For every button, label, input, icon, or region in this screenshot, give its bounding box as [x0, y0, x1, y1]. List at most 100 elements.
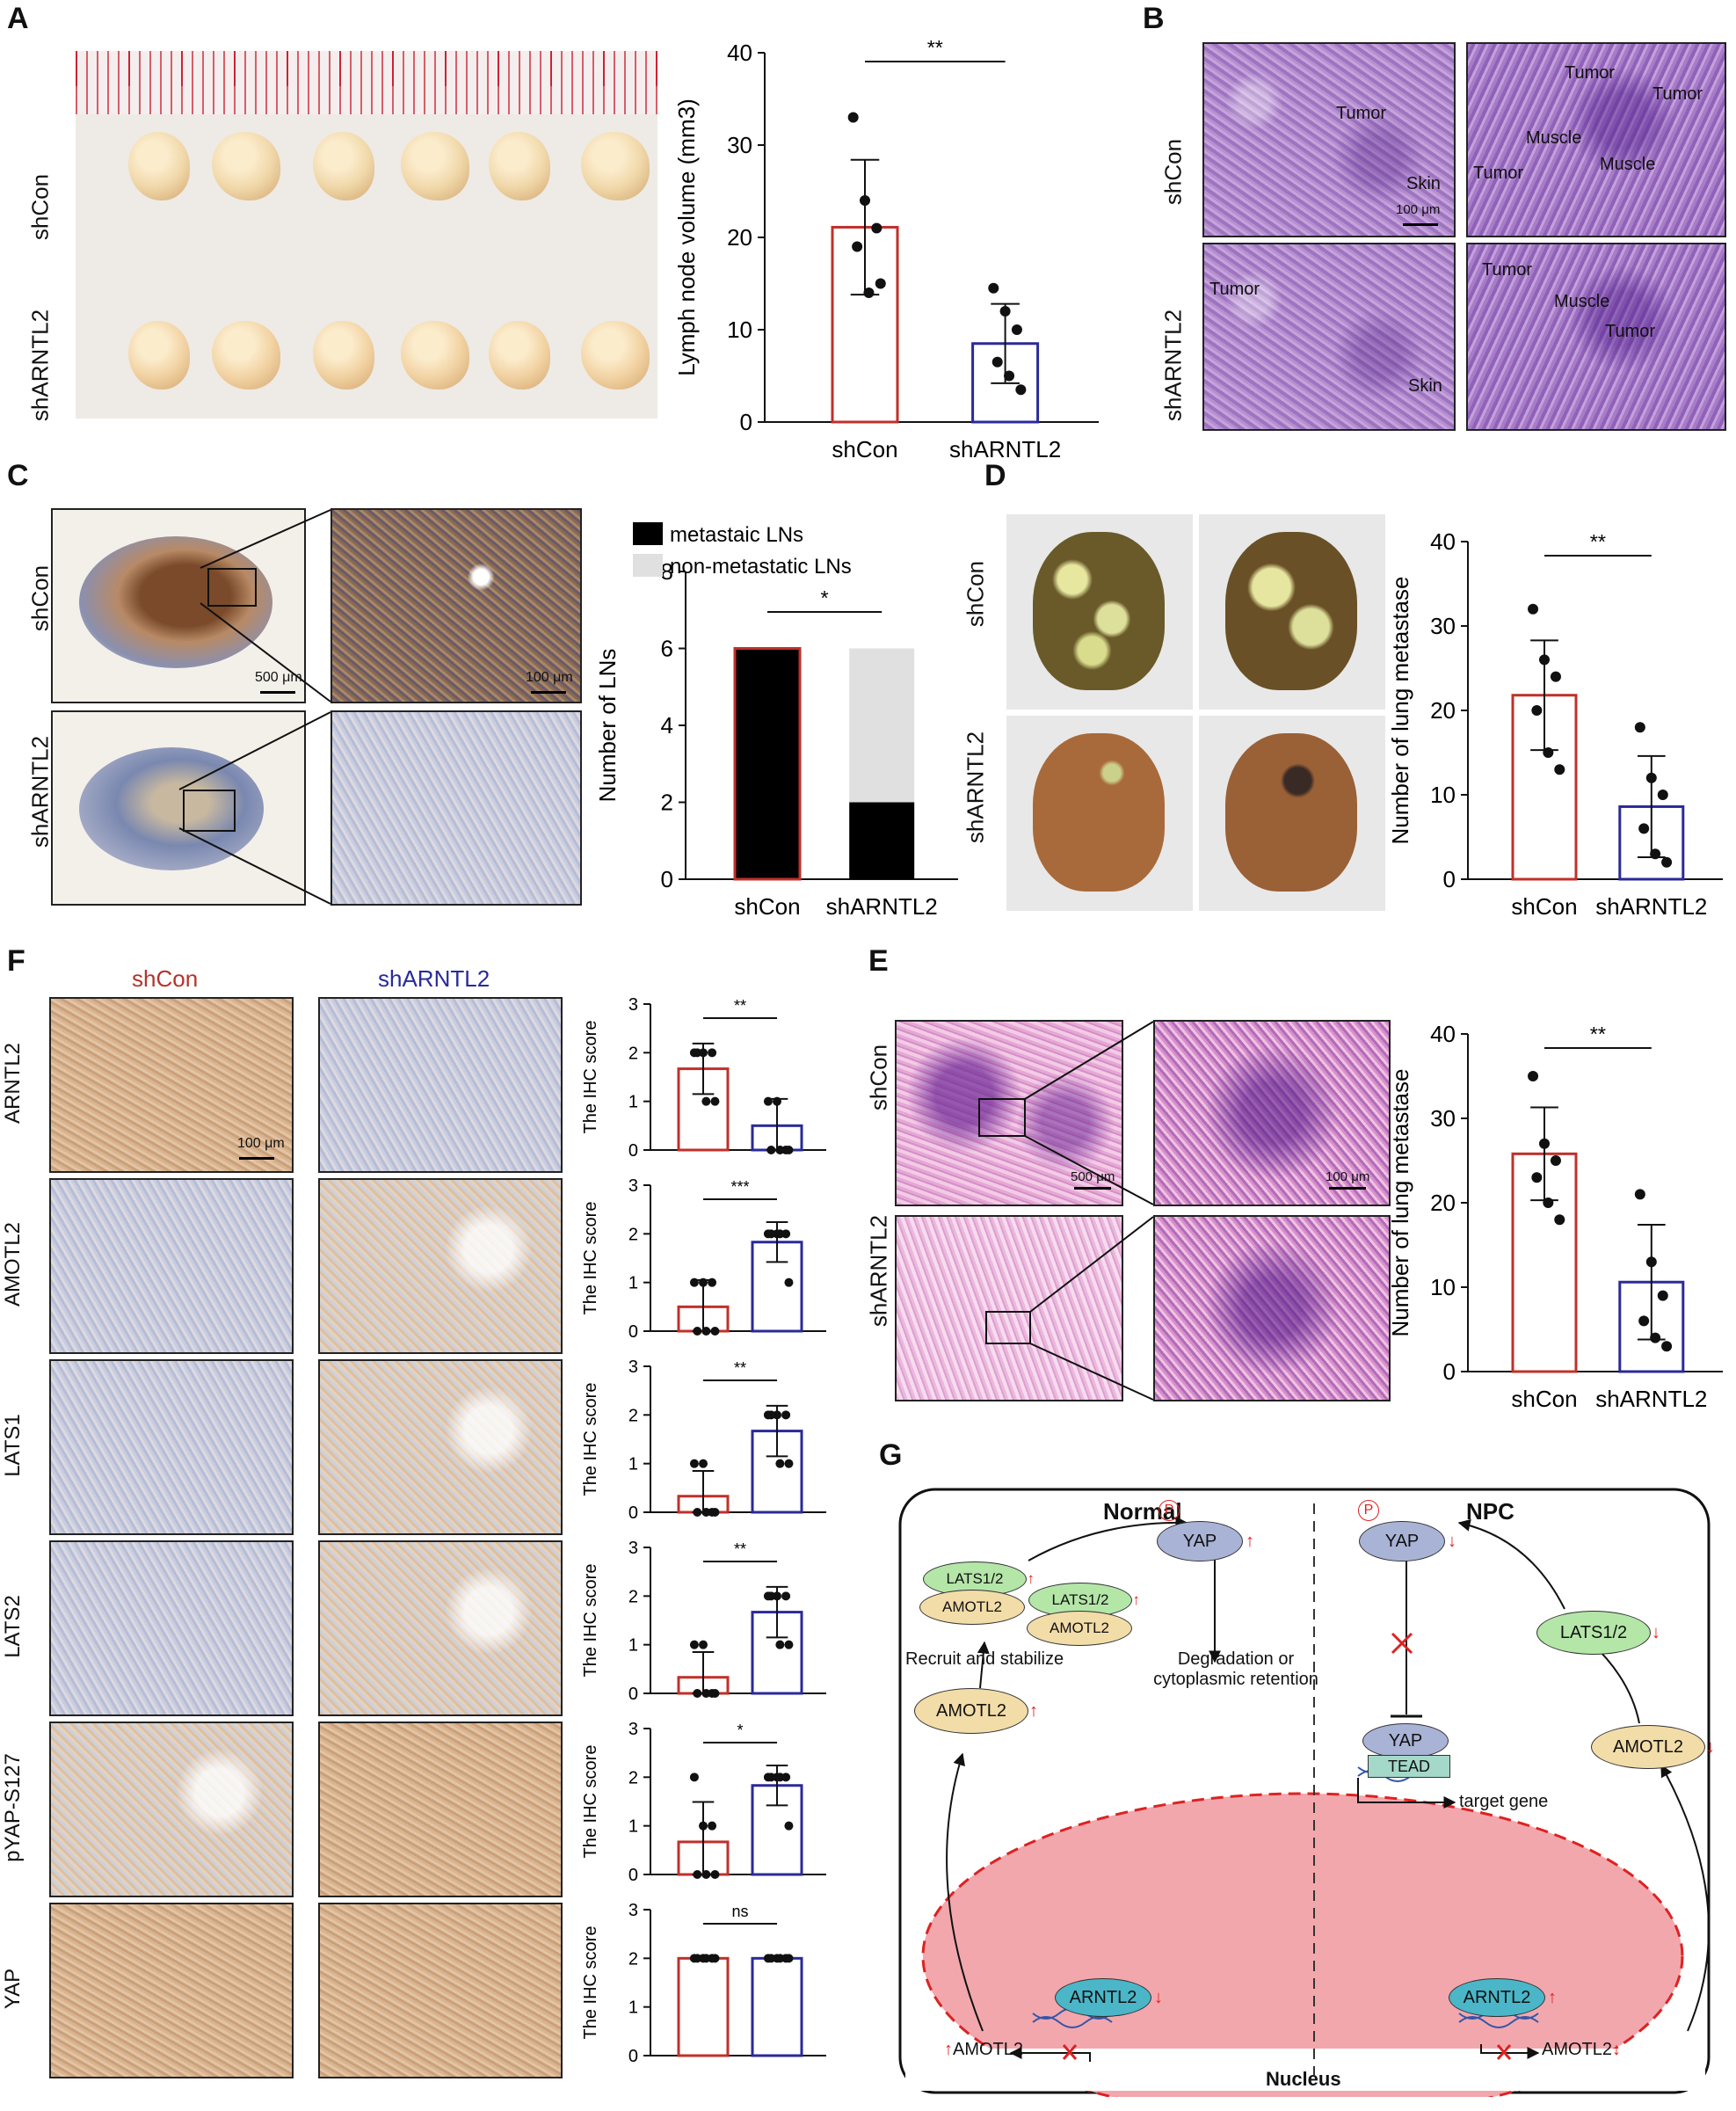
- data-point-shCon: [699, 1821, 708, 1831]
- y-tick-label: 1: [628, 1093, 638, 1112]
- label-tumor-b3: Tumor: [1209, 280, 1260, 299]
- scale-bar-e500: [1074, 1187, 1111, 1190]
- data-point-shARNTL2: [1011, 324, 1022, 335]
- data-point-shCon: [701, 1870, 711, 1879]
- data-point-shCon: [710, 1508, 720, 1517]
- bar-shCon-metastaic-LNs: [733, 647, 802, 881]
- data-point-shCon: [699, 1278, 708, 1287]
- y-tick-label: 0: [740, 409, 752, 435]
- ihc-arntl2-sharntl2: [318, 997, 563, 1173]
- lung-photo-shcon-1: [1006, 514, 1193, 710]
- ihc-lats2-sharntl2: [318, 1540, 563, 1716]
- data-point-shARNTL2: [1657, 790, 1668, 800]
- data-point-shCon: [1550, 1155, 1561, 1166]
- data-point-shCon: [693, 1689, 702, 1698]
- data-point-shARNTL2: [766, 1229, 776, 1239]
- y-tick-label: 0: [628, 1685, 638, 1704]
- node-yap-normal: YAP ↑: [1157, 1521, 1254, 1561]
- phospho-marker-npc: P: [1358, 1500, 1379, 1521]
- node-lats12-npc: LATS1/2 ↓: [1536, 1611, 1660, 1655]
- data-point-shARNTL2: [775, 1773, 785, 1782]
- ihc-lats1-sharntl2: [318, 1359, 563, 1535]
- bar-shCon: [677, 1956, 730, 2057]
- chart-f-ihc-score-lats1: 0 1 2 3 The IHC score **: [581, 1358, 826, 1523]
- significance-label: **: [927, 36, 943, 59]
- label-tumor-b2c: Tumor: [1473, 164, 1524, 183]
- lymph-node-sharntl2-1: [128, 321, 190, 389]
- y-tick-label: 1: [628, 1817, 638, 1837]
- data-point-shCon: [1543, 747, 1554, 758]
- y-axis-label: The IHC score: [581, 1745, 600, 1859]
- label-npc: NPC: [1466, 1498, 1514, 1525]
- y-axis-label: Number of lung metastase: [1387, 577, 1413, 845]
- chart-e-lung-metastase: 0 10 20 30 40 Number of lung metastase shCon sh…: [1387, 1021, 1723, 1412]
- y-tick-label: 10: [1430, 1274, 1456, 1300]
- lung-photo-sharntl2-2: [1199, 716, 1385, 911]
- ihc-arntl2-shcon: [49, 997, 294, 1173]
- data-point-shCon: [710, 1870, 720, 1879]
- bar-shARNTL2-non-metastatic-LNs: [849, 648, 915, 803]
- data-point-shCon: [1550, 671, 1561, 682]
- y-tick-label: 30: [1430, 613, 1456, 639]
- bar-shARNTL2: [751, 1956, 803, 2057]
- y-tick-label: 3: [628, 1901, 638, 1920]
- lymph-node-shcon-5: [489, 132, 550, 200]
- row-label-yap: YAP: [1, 1968, 25, 2010]
- node-yap-npc: YAP ↓: [1359, 1521, 1456, 1561]
- bar-shARNTL2: [751, 1784, 803, 1876]
- y-tick-label: 40: [1430, 1021, 1456, 1047]
- y-tick-label: 1: [628, 1636, 638, 1656]
- scale-label-c500: 500 μm: [255, 670, 302, 685]
- scale-bar-b: [1403, 223, 1438, 226]
- node-amotl2-normal-2: AMOTL2: [1027, 1611, 1132, 1646]
- chart-f-ihc-score-arntl2: 0 1 2 3 The IHC score **: [581, 995, 826, 1161]
- data-point-shARNTL2: [784, 1640, 794, 1649]
- x-tick-label-shARNTL2: shARNTL2: [1595, 893, 1707, 920]
- significance-label: *: [737, 1722, 743, 1739]
- label-amotl2-normal-gene: ↑AMOTL2: [944, 2040, 1024, 2059]
- legend-label-1: non-metastatic LNs: [670, 555, 852, 579]
- row-label-pyap-s127: pYAP-S127: [1, 1753, 25, 1862]
- data-point-shARNTL2: [784, 1821, 794, 1831]
- lymph-node-sharntl2-5: [489, 321, 550, 389]
- label-muscle-b2a: Muscle: [1526, 128, 1582, 148]
- data-point-shARNTL2: [784, 1278, 794, 1287]
- data-point-shARNTL2: [763, 1096, 773, 1106]
- scale-bar-e100: [1329, 1187, 1366, 1190]
- lymph-node-shcon-4: [401, 132, 469, 200]
- data-point-shCon: [701, 1954, 711, 1963]
- col-label-sharntl2-f: shARNTL2: [378, 965, 490, 992]
- scale-label-f: 100 μm: [237, 1136, 285, 1151]
- label-tumor-b2a: Tumor: [1565, 63, 1616, 83]
- y-tick-label: 3: [628, 1539, 638, 1558]
- y-tick-label: 2: [628, 1225, 638, 1244]
- data-point-shARNTL2: [988, 282, 999, 294]
- data-point-shARNTL2: [1645, 772, 1657, 783]
- ihc-pyap-s127-shcon: [49, 1722, 294, 1897]
- data-point-shCon: [689, 1459, 699, 1468]
- node-amotl2-npc: AMOTL2 ↓: [1591, 1725, 1715, 1769]
- significance-label: **: [734, 1359, 746, 1377]
- he-lung-shcon-zoom: [1153, 1020, 1391, 1206]
- ihc-yap-shcon: [49, 1903, 294, 2078]
- label-recruit-stabilize: Recruit and stabilize: [905, 1649, 1064, 1669]
- significance-label: **: [734, 1540, 746, 1558]
- lymph-node-sharntl2-4: [401, 321, 469, 389]
- node-arntl2-normal: ARNTL2 ↓: [1055, 1978, 1163, 2017]
- he-shcon-skin: [1202, 42, 1456, 237]
- panel-label-f: F: [7, 944, 25, 978]
- y-axis-label: The IHC score: [581, 1202, 600, 1315]
- chart-f-ihc-score-lats2: 0 1 2 3 The IHC score **: [581, 1539, 826, 1704]
- data-point-shCon: [699, 1459, 708, 1468]
- data-point-shCon: [1554, 764, 1565, 775]
- label-skin-b1: Skin: [1406, 174, 1441, 193]
- lung-photo-sharntl2-1: [1006, 716, 1193, 911]
- significance-label: **: [734, 997, 746, 1015]
- node-arntl2-npc: ARNTL2 ↑: [1449, 1978, 1557, 2017]
- y-tick-label: 0: [661, 866, 673, 892]
- chart-c-number-of-lns: 0 2 4 6 8 Number of LNs shCon shARNTL2 * metastai…: [594, 522, 958, 920]
- lymph-node-shcon-3: [313, 132, 374, 200]
- ihc-yap-sharntl2: [318, 1903, 563, 2078]
- data-point-shARNTL2: [1634, 722, 1645, 733]
- label-degradation: Degradation or cytoplasmic retention: [1153, 1649, 1318, 1689]
